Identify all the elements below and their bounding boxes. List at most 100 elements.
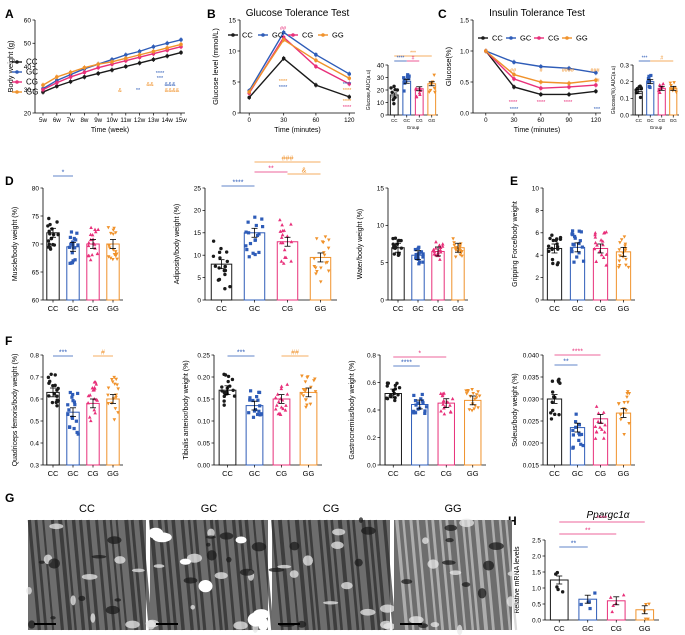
micrograph-z-line	[474, 519, 489, 631]
panel-a-y-tick-label: 40	[24, 64, 32, 71]
panel-d1-dot	[87, 240, 91, 245]
micrograph-z-line	[431, 519, 445, 631]
micrograph-texture	[114, 598, 122, 602]
panel-c-x-tick-label: 30	[511, 117, 518, 124]
panel-h-x-tick-label-cg: CG	[611, 624, 622, 633]
panel-e-dot	[593, 231, 598, 235]
panel-f3-dot	[397, 386, 402, 390]
panel-c-x-tick-label: 60	[537, 117, 544, 124]
panel-f2-dot	[313, 390, 318, 394]
micrograph-texture	[507, 571, 516, 577]
panel-c-point-gc	[539, 64, 543, 69]
panel-f4-dot	[625, 395, 629, 399]
panel-f4-dot	[550, 379, 555, 383]
panel-d3-dot	[458, 249, 463, 253]
panel-f3-dot	[393, 383, 398, 388]
panel-a-point-gg	[110, 60, 114, 64]
panel-d1-dot	[106, 255, 111, 259]
panel-e-x-tick-label-gg: GG	[618, 304, 630, 313]
panel-d1-dot	[113, 250, 118, 254]
micrograph-z-line	[231, 519, 246, 631]
panel-d1-dot	[108, 256, 113, 260]
panel-f2-dot	[273, 395, 278, 400]
panel-d3-dot	[419, 250, 423, 254]
micrograph-title-gg: GG	[444, 503, 461, 515]
panel-c-y-tick-label: 0.5	[460, 79, 469, 86]
panel-f4-dot	[593, 436, 598, 440]
panel-f2-dot	[226, 379, 230, 384]
panel-f3-dot	[419, 397, 423, 401]
panel-f3-dot	[421, 401, 425, 405]
panel-f2-dot	[276, 399, 281, 404]
panel-c-y-label: Glucose(%)	[444, 46, 453, 86]
panel-d1-dot	[93, 246, 97, 250]
panel-f3-y-tick-label: 0.8	[367, 352, 376, 359]
panel-a-point-cc	[55, 84, 59, 89]
panel-e-dot	[618, 241, 622, 245]
panel-b-x-tick-label: 30	[280, 117, 287, 124]
panel-d2-dot	[253, 252, 257, 257]
panel-a-legend-gg: GG	[26, 88, 38, 97]
panel-c-legend-marker	[565, 36, 569, 40]
panel-d2-bar-gg	[309, 256, 332, 301]
panel-f2-dot	[305, 403, 309, 407]
panel-d1-dot	[51, 242, 55, 247]
panel-f1-dot	[70, 395, 74, 399]
panel-b-inset-x-tick-label-gg: GG	[428, 118, 436, 123]
panel-f1-dot	[112, 375, 116, 380]
micrograph-z-line	[58, 519, 73, 631]
panel-d2-dot	[325, 260, 330, 265]
panel-e-dot	[593, 240, 598, 245]
panel-f2-dot	[247, 411, 251, 415]
micrograph-texture	[459, 518, 474, 528]
micrograph-z-line	[461, 519, 475, 631]
panel-f2-dot	[223, 373, 228, 377]
panel-d2-y-tick-label: 10	[194, 253, 202, 260]
panel-f2-dot	[251, 415, 256, 419]
panel-d3-y-tick-label: 15	[377, 185, 385, 192]
micrograph-texture	[186, 553, 203, 563]
panel-d2-y-tick-label: 20	[194, 208, 202, 215]
micrograph-texture	[358, 517, 364, 523]
panel-b-point-cc	[247, 95, 251, 100]
panel-a-y-tick-label: 60	[24, 17, 32, 24]
panel-a-legend-cc: CC	[26, 58, 38, 67]
micrograph-texture	[90, 613, 96, 623]
panel-d2-dot	[246, 231, 251, 235]
panel-d3-y-label: Water/body weight (%)	[357, 209, 364, 280]
panel-d2-y-tick-label: 5	[197, 275, 201, 282]
panel-b-legend-marker	[231, 33, 235, 37]
panel-f4-y-tick-label: 0.020	[523, 440, 540, 447]
micrograph-texture	[70, 595, 76, 606]
micrograph-texture	[408, 616, 424, 624]
micrograph-texture	[268, 567, 285, 572]
micrograph-texture	[206, 542, 211, 547]
panel-c-inset-y-tick-label: 0.1	[620, 96, 629, 103]
panel-e-dot	[618, 254, 622, 258]
panel-h-bar-cc	[549, 579, 569, 621]
panel-b-inset-dot	[428, 88, 433, 93]
panel-b-inset-dot	[406, 73, 410, 77]
panel-f4-dot	[602, 430, 607, 434]
panel-d1-dot	[69, 242, 73, 246]
panel-f3-dot	[442, 412, 447, 416]
panel-d1-dot	[112, 226, 116, 231]
panel-f2-bar-cc	[218, 389, 237, 466]
panel-f2-dot	[279, 405, 284, 409]
panel-d2-dot	[313, 266, 318, 270]
panel-h-significance: ****	[597, 516, 608, 523]
panel-f3-dot	[467, 408, 472, 412]
panel-f3-dot	[439, 409, 443, 413]
micrograph-texture	[91, 555, 107, 559]
panel-f3-dot	[477, 394, 482, 398]
panel-e-dot	[600, 239, 605, 243]
panel-d3-dot	[414, 253, 418, 257]
panel-d1-dot	[89, 225, 93, 230]
panel-b-inset-x-tick-label-cg: CG	[416, 118, 423, 123]
panel-e-dot	[555, 237, 559, 241]
panel-f1-dot	[47, 394, 51, 398]
panel-d3-y-tick-label: 10	[377, 223, 385, 230]
micrograph-z-line	[42, 519, 55, 631]
panel-a-significance: &&&&	[165, 88, 180, 94]
micrograph-texture	[332, 528, 346, 536]
